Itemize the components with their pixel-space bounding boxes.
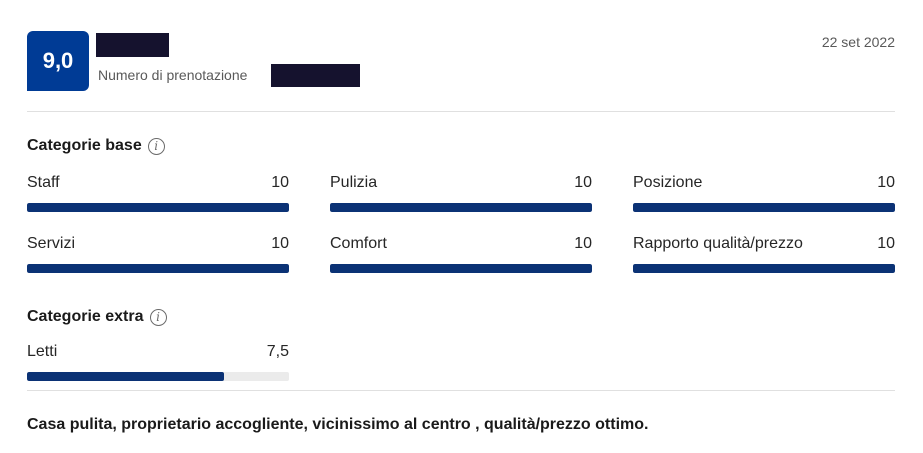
review-text: Casa pulita, proprietario accogliente, v…	[27, 416, 649, 433]
category-score: 10	[877, 235, 895, 252]
info-icon[interactable]: i	[147, 137, 165, 155]
score-bar-fill	[633, 264, 895, 273]
score-bar	[27, 372, 289, 381]
score-bar-fill	[27, 372, 224, 381]
redacted-guest-name	[96, 33, 169, 57]
score-bar-fill	[27, 264, 289, 273]
review-date: 22 set 2022	[821, 34, 895, 50]
category-comfort: Comfort 10	[330, 235, 592, 273]
score-bar-fill	[633, 203, 895, 212]
info-icon[interactable]: i	[149, 308, 167, 326]
category-label: Servizi	[27, 235, 76, 252]
category-score: 10	[877, 174, 895, 191]
score-bar	[330, 203, 592, 212]
score-bar	[633, 203, 895, 212]
category-posizione: Posizione 10	[633, 174, 895, 212]
extra-categories-title: Categorie extra i	[27, 308, 167, 326]
score-bar-fill	[330, 203, 592, 212]
category-label: Comfort	[330, 235, 387, 252]
score-bar-fill	[330, 264, 592, 273]
category-pulizia: Pulizia 10	[330, 174, 592, 212]
category-servizi: Servizi 10	[27, 235, 289, 273]
category-label: Rapporto qualità/prezzo	[633, 235, 803, 252]
category-letti: Letti 7,5	[27, 343, 289, 381]
score-bar	[27, 203, 289, 212]
base-categories-title: Categorie base i	[27, 137, 165, 155]
category-label: Pulizia	[330, 174, 378, 191]
category-staff: Staff 10	[27, 174, 289, 212]
score-bar	[633, 264, 895, 273]
base-categories-label: Categorie base	[27, 137, 142, 154]
score-badge: 9,0	[27, 31, 89, 91]
category-score: 7,5	[266, 343, 289, 360]
category-score: 10	[271, 235, 289, 252]
booking-number-label: Numero di prenotazione	[98, 67, 248, 83]
extra-categories-label: Categorie extra	[27, 308, 144, 325]
category-score: 10	[574, 235, 592, 252]
divider	[27, 390, 895, 391]
redacted-booking-number	[271, 64, 360, 87]
category-label: Staff	[27, 174, 60, 191]
category-score: 10	[574, 174, 592, 191]
category-rapporto-qualita-prezzo: Rapporto qualità/prezzo 10	[633, 235, 895, 273]
category-label: Posizione	[633, 174, 703, 191]
divider	[27, 111, 895, 112]
score-bar-fill	[27, 203, 289, 212]
category-label: Letti	[27, 343, 58, 360]
score-bar	[27, 264, 289, 273]
score-bar	[330, 264, 592, 273]
category-score: 10	[271, 174, 289, 191]
